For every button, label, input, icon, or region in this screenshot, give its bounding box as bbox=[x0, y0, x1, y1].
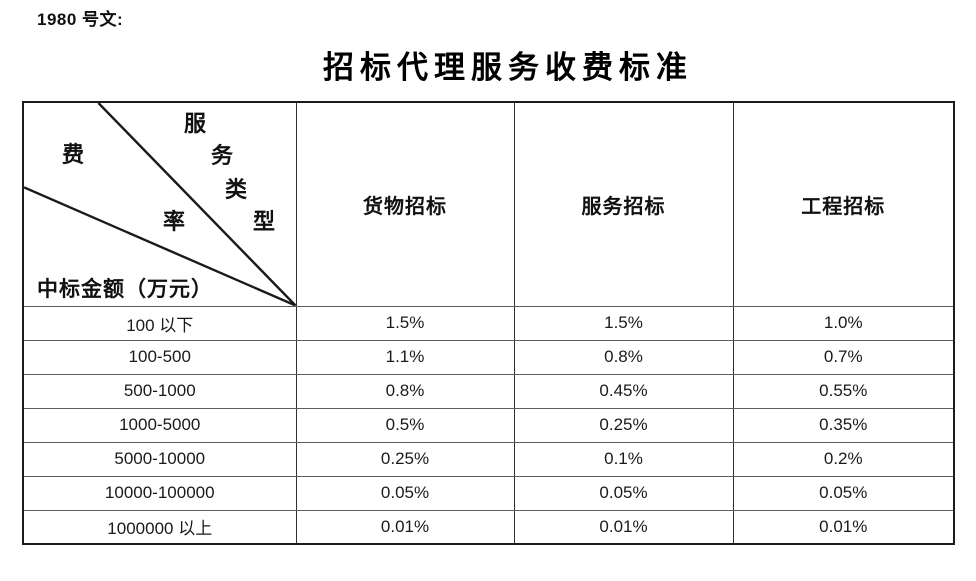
rate-cell: 0.8% bbox=[513, 339, 734, 375]
rate-cell: 1.5% bbox=[513, 305, 734, 341]
diagonal-divider-lines bbox=[24, 103, 295, 305]
corner-type-char: 务 bbox=[211, 143, 234, 168]
column-header-goods-bidding: 货物招标 bbox=[295, 101, 515, 307]
rate-cell: 0.7% bbox=[732, 339, 955, 375]
amount-range-cell: 100-500 bbox=[22, 339, 297, 375]
rate-cell: 0.8% bbox=[295, 373, 515, 409]
rate-cell: 0.1% bbox=[513, 441, 734, 477]
rate-cell: 0.2% bbox=[732, 441, 955, 477]
rate-cell: 0.05% bbox=[732, 475, 955, 511]
table-row: 100-500 1.1% 0.8% 0.7% bbox=[22, 339, 955, 375]
rate-cell: 0.25% bbox=[513, 407, 734, 443]
fee-table: 费 率 服 务 类 型 中标金额（万元） 货物招标 服务招标 工程招标 100 … bbox=[22, 101, 955, 545]
table-row: 500-1000 0.8% 0.45% 0.55% bbox=[22, 373, 955, 409]
corner-rate-char: 费 bbox=[62, 142, 85, 167]
diagonal-header-cell: 费 率 服 务 类 型 中标金额（万元） bbox=[22, 101, 297, 307]
rate-cell: 1.0% bbox=[732, 305, 955, 341]
rate-cell: 0.25% bbox=[295, 441, 515, 477]
amount-range-cell: 10000-100000 bbox=[22, 475, 297, 511]
table-row: 1000000 以上 0.01% 0.01% 0.01% bbox=[22, 509, 955, 545]
rate-cell: 0.5% bbox=[295, 407, 515, 443]
table-row: 100 以下 1.5% 1.5% 1.0% bbox=[22, 305, 955, 341]
column-header-service-bidding: 服务招标 bbox=[513, 101, 734, 307]
document-number: 1980 号文: bbox=[37, 10, 124, 29]
amount-range-cell: 500-1000 bbox=[22, 373, 297, 409]
rate-cell: 0.45% bbox=[513, 373, 734, 409]
rate-cell: 0.01% bbox=[732, 509, 955, 545]
rate-cell: 1.1% bbox=[295, 339, 515, 375]
page-title: 招标代理服务收费标准 bbox=[323, 50, 693, 85]
rate-cell: 0.01% bbox=[295, 509, 515, 545]
table-row: 1000-5000 0.5% 0.25% 0.35% bbox=[22, 407, 955, 443]
rate-cell: 0.55% bbox=[732, 373, 955, 409]
amount-range-cell: 5000-10000 bbox=[22, 441, 297, 477]
column-header-engineering-bidding: 工程招标 bbox=[732, 101, 955, 307]
corner-type-char: 服 bbox=[184, 111, 207, 136]
corner-rate-char: 率 bbox=[163, 209, 186, 234]
amount-range-cell: 100 以下 bbox=[22, 305, 297, 341]
rate-cell: 0.05% bbox=[295, 475, 515, 511]
rate-cell: 1.5% bbox=[295, 305, 515, 341]
amount-range-cell: 1000000 以上 bbox=[22, 509, 297, 545]
amount-range-cell: 1000-5000 bbox=[22, 407, 297, 443]
table-row: 5000-10000 0.25% 0.1% 0.2% bbox=[22, 441, 955, 477]
rate-cell: 0.01% bbox=[513, 509, 734, 545]
corner-type-char: 型 bbox=[253, 209, 276, 234]
rate-cell: 0.05% bbox=[513, 475, 734, 511]
amount-axis-label: 中标金额（万元） bbox=[37, 277, 213, 301]
rate-cell: 0.35% bbox=[732, 407, 955, 443]
table-row: 10000-100000 0.05% 0.05% 0.05% bbox=[22, 475, 955, 511]
table-header-row: 费 率 服 务 类 型 中标金额（万元） 货物招标 服务招标 工程招标 bbox=[22, 101, 955, 307]
corner-type-char: 类 bbox=[225, 177, 248, 202]
